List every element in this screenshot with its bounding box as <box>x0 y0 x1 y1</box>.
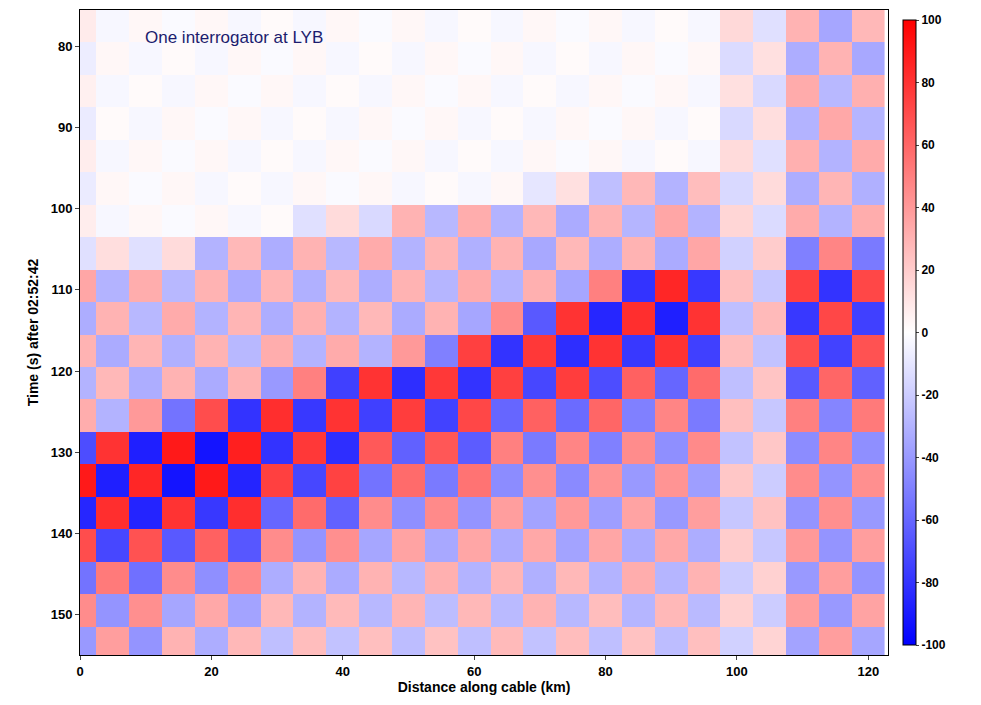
svg-text:Time (s) after 02:52:42: Time (s) after 02:52:42 <box>25 258 41 406</box>
svg-text:120: 120 <box>51 364 73 379</box>
svg-text:Distance along cable (km): Distance along cable (km) <box>398 679 571 695</box>
svg-text:110: 110 <box>51 282 72 297</box>
svg-text:90: 90 <box>58 120 72 135</box>
svg-text:100: 100 <box>51 201 73 216</box>
svg-text:60: 60 <box>467 664 481 679</box>
svg-text:0: 0 <box>921 326 928 340</box>
svg-text:100: 100 <box>921 13 941 27</box>
svg-text:0: 0 <box>76 664 83 679</box>
svg-text:40: 40 <box>921 201 935 215</box>
svg-text:60: 60 <box>921 138 935 152</box>
svg-text:40: 40 <box>336 664 350 679</box>
svg-text:100: 100 <box>726 664 748 679</box>
svg-text:20: 20 <box>204 664 218 679</box>
svg-text:80: 80 <box>58 39 72 54</box>
svg-text:130: 130 <box>51 445 73 460</box>
svg-text:-60: -60 <box>921 513 939 527</box>
svg-text:-100: -100 <box>921 638 945 652</box>
svg-text:120: 120 <box>857 664 879 679</box>
svg-text:80: 80 <box>598 664 612 679</box>
svg-text:140: 140 <box>51 526 73 541</box>
svg-text:-80: -80 <box>921 576 939 590</box>
svg-text:80: 80 <box>921 76 935 90</box>
svg-text:20: 20 <box>921 263 935 277</box>
svg-text:One interrogator at LYB: One interrogator at LYB <box>145 28 323 47</box>
svg-text:-20: -20 <box>921 388 939 402</box>
svg-text:150: 150 <box>51 607 73 622</box>
svg-text:-40: -40 <box>921 451 939 465</box>
